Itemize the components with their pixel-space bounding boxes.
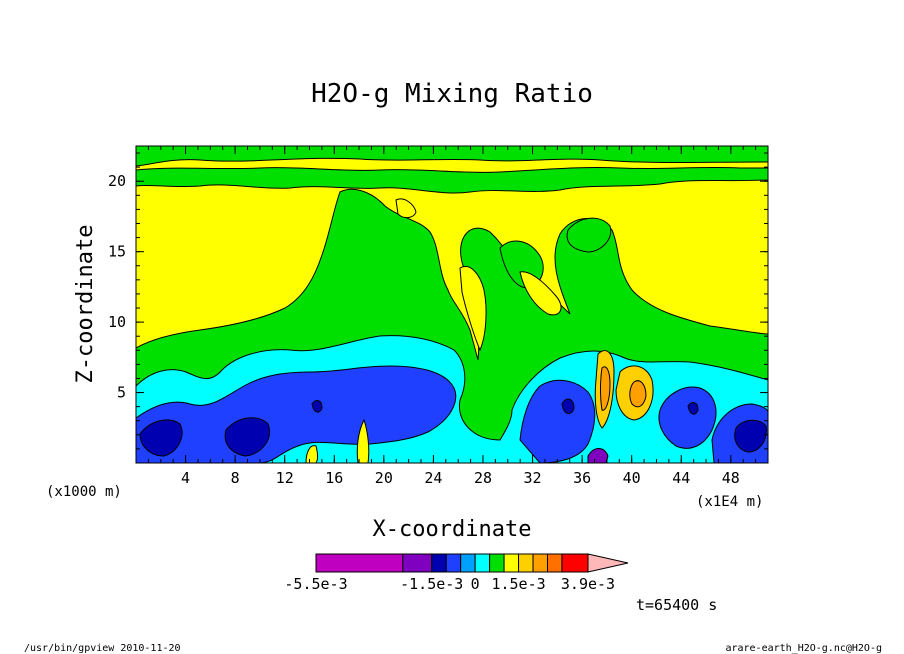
colorbar-segment bbox=[503, 553, 520, 573]
chart-title: H2O-g Mixing Ratio bbox=[311, 79, 593, 109]
colorbar-segment bbox=[532, 553, 548, 573]
colorbar-segment bbox=[474, 553, 491, 573]
colorbar-segment bbox=[489, 553, 505, 573]
region-darkblue-core bbox=[561, 398, 575, 414]
colorbar-tick-label: -1.5e-3 bbox=[400, 575, 463, 593]
colorbar-tick-label: 1.5e-3 bbox=[491, 575, 545, 593]
region-darkblue-core bbox=[734, 419, 767, 453]
x-tick-label: 40 bbox=[623, 469, 641, 487]
x-tick-label: 8 bbox=[231, 469, 240, 487]
region-darkblue-core bbox=[224, 417, 270, 457]
colorbar-segment bbox=[445, 553, 462, 573]
x-tick-label: 32 bbox=[524, 469, 542, 487]
region-blue-right bbox=[519, 379, 596, 463]
y-tick-label: 5 bbox=[117, 384, 126, 402]
colorbar-segment bbox=[518, 553, 534, 573]
region-green-band-2 bbox=[136, 166, 768, 194]
y-tick-label: 20 bbox=[108, 172, 126, 190]
y-axis-label: Z-coordinate bbox=[73, 225, 98, 384]
region-green-lobe-small bbox=[566, 217, 612, 253]
x-unit-right: (x1E4 m) bbox=[696, 494, 763, 510]
time-label: t=65400 s bbox=[636, 596, 717, 614]
y-tick-label: 10 bbox=[108, 313, 126, 331]
y-axis-ticks: 5 10 15 20 bbox=[108, 152, 768, 450]
x-tick-label: 12 bbox=[276, 469, 294, 487]
region-green-top-band bbox=[136, 146, 768, 167]
colorbar-tick-label: -5.5e-3 bbox=[284, 575, 347, 593]
x-tick-label: 20 bbox=[375, 469, 393, 487]
footer-right: arare-earth_H2O-g.nc@H2O-g bbox=[725, 643, 882, 654]
colorbar-tick-labels: -5.5e-3 -1.5e-3 0 1.5e-3 3.9e-3 bbox=[284, 575, 615, 593]
x-tick-label: 24 bbox=[424, 469, 442, 487]
x-axis-label: X-coordinate bbox=[373, 517, 532, 542]
region-darkblue-core bbox=[139, 419, 183, 457]
region-purple-core bbox=[587, 448, 609, 463]
x-tick-label: 28 bbox=[474, 469, 492, 487]
colorbar-segment bbox=[431, 553, 447, 573]
region-darkblue-core bbox=[311, 400, 323, 413]
colorbar-segment bbox=[561, 553, 589, 573]
plot-frame bbox=[135, 145, 769, 464]
region-blue-layer bbox=[136, 365, 457, 463]
region-yellow-pocket bbox=[395, 198, 417, 219]
colorbar bbox=[315, 553, 629, 573]
region-thin-plume bbox=[356, 418, 370, 463]
colorbar-segment bbox=[402, 553, 433, 573]
x-unit-left: (x1000 m) bbox=[46, 484, 122, 500]
footer-left: /usr/bin/gpview 2010-11-20 bbox=[24, 643, 181, 654]
colorbar-overflow-arrow bbox=[587, 553, 629, 573]
colorbar-segment bbox=[460, 553, 476, 573]
colorbar-tick-label: 3.9e-3 bbox=[561, 575, 615, 593]
region-darkorange-core bbox=[600, 366, 611, 411]
colorbar-segment bbox=[315, 553, 404, 573]
region-yellow-pocket bbox=[459, 266, 487, 352]
region-darkblue-core bbox=[687, 402, 699, 415]
y-tick-label: 15 bbox=[108, 243, 126, 261]
colorbar-tick-label: 0 bbox=[471, 575, 480, 593]
region-blue-right-2 bbox=[658, 386, 717, 449]
x-tick-label: 16 bbox=[325, 469, 343, 487]
x-tick-label: 36 bbox=[573, 469, 591, 487]
colorbar-segment bbox=[546, 553, 563, 573]
x-tick-label: 4 bbox=[181, 469, 190, 487]
contour-field bbox=[136, 146, 768, 463]
x-tick-label: 44 bbox=[672, 469, 690, 487]
x-tick-label: 48 bbox=[722, 469, 740, 487]
region-darkorange-core-2 bbox=[629, 380, 647, 408]
region-yellow-pocket bbox=[519, 271, 562, 316]
x-axis-ticks: 4 8 12 16 20 24 28 32 36 40 44 48 bbox=[147, 146, 757, 487]
region-thin-plume-2 bbox=[305, 445, 318, 463]
